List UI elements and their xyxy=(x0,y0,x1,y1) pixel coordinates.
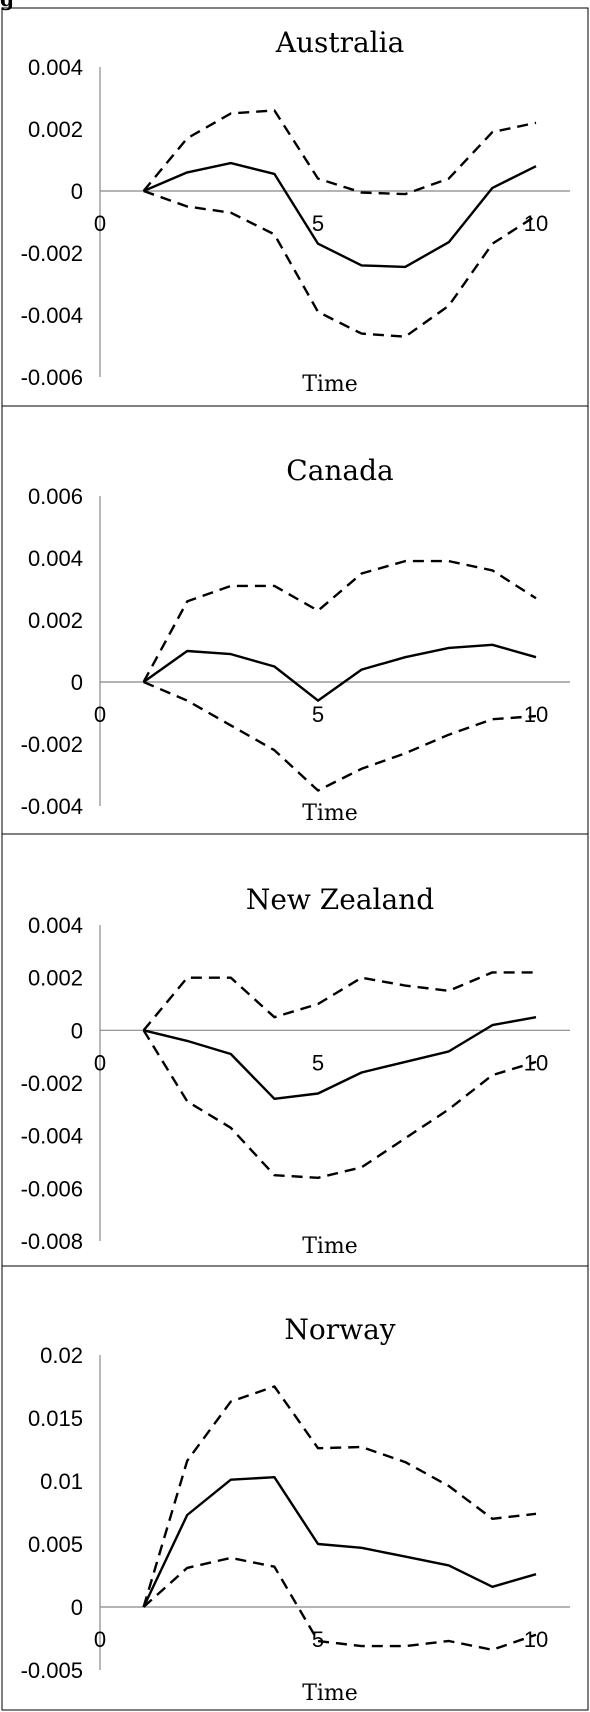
panel-title: Canada xyxy=(286,454,393,487)
y-tick-label: -0.005 xyxy=(21,1658,83,1683)
x-tick-label: 10 xyxy=(524,1627,548,1652)
chart-panel-canada: Canada 0.006 0.004 0.002 0 -0.002 -0.004 0 5 10 Ti… xyxy=(1,405,589,835)
panel-border xyxy=(1,1265,589,1711)
y-tick-label: 0.002 xyxy=(28,966,83,991)
y-tick-label: 0.006 xyxy=(28,484,83,509)
y-tick-label: 0.02 xyxy=(40,1343,83,1368)
confidence-band-line-2 xyxy=(143,189,537,338)
x-tick-label: 0 xyxy=(94,1627,106,1652)
confidence-band-line-2 xyxy=(142,1556,537,1652)
x-tick-label: 0 xyxy=(94,702,106,727)
y-tick-label: 0 xyxy=(71,670,83,695)
confidence-band-line-1 xyxy=(142,971,536,1032)
panel-title: Australia xyxy=(275,26,405,59)
y-tick-label: 0.015 xyxy=(28,1406,83,1431)
chart-panels: Australia 0.004 0.002 0 -0.002 -0.004 -0.006 0 5… xyxy=(1,7,589,1711)
x-axis-title: Time xyxy=(302,372,358,397)
chart-panel-new-zealand: New Zealand 0.004 0.002 0 -0.002 -0.004 -0.006… xyxy=(1,833,589,1267)
response-line xyxy=(143,161,537,269)
confidence-band-line-1 xyxy=(142,559,537,683)
confidence-band-line-2 xyxy=(142,1029,537,1180)
y-tick-label: 0.004 xyxy=(28,55,83,80)
x-tick-label: 10 xyxy=(524,211,548,236)
x-tick-label: 0 xyxy=(94,1050,106,1075)
y-tick-label: -0.004 xyxy=(21,1124,83,1149)
confidence-band-line-1 xyxy=(142,1385,537,1608)
y-tick-label: -0.002 xyxy=(21,241,83,266)
y-tick-label: -0.008 xyxy=(21,1229,83,1254)
y-tick-label: 0 xyxy=(71,179,83,204)
y-tick-label: 0.01 xyxy=(40,1469,83,1494)
y-tick-label: 0 xyxy=(71,1018,83,1043)
y-tick-label: 0.005 xyxy=(28,1532,83,1557)
panel-title: New Zealand xyxy=(246,883,434,916)
y-tick-label: 0.002 xyxy=(28,117,83,142)
response-line xyxy=(143,1016,537,1101)
response-line xyxy=(142,643,537,702)
response-line xyxy=(142,1475,537,1608)
confidence-band-line-2 xyxy=(143,680,537,792)
chart-panel-australia: Australia 0.004 0.002 0 -0.002 -0.004 -0.006 0 5… xyxy=(1,7,589,407)
y-tick-label: -0.004 xyxy=(21,303,83,328)
y-tick-label: -0.002 xyxy=(21,1071,83,1096)
x-axis-title: Time xyxy=(302,801,358,826)
x-axis-title: Time xyxy=(302,1681,358,1706)
y-tick-label: -0.004 xyxy=(21,794,83,819)
x-tick-label: 10 xyxy=(524,702,548,727)
y-tick-label: 0.004 xyxy=(28,913,83,938)
y-tick-label: 0.002 xyxy=(28,608,83,633)
y-tick-label: -0.002 xyxy=(21,732,83,757)
x-axis-title: Time xyxy=(302,1234,358,1259)
y-tick-label: -0.006 xyxy=(21,365,83,390)
x-tick-label: 5 xyxy=(312,1050,324,1075)
y-tick-label: 0.004 xyxy=(28,546,83,571)
x-tick-label: 5 xyxy=(312,1627,324,1652)
panel-title: Norway xyxy=(284,1313,395,1346)
figure-label: g xyxy=(0,0,14,11)
x-tick-label: 0 xyxy=(94,211,106,236)
x-tick-label: 5 xyxy=(312,702,324,727)
y-tick-label: 0 xyxy=(71,1595,83,1620)
chart-panel-norway: Norway 0.02 0.015 0.01 0.005 0 -0.005 0 5 10 Time xyxy=(1,1265,589,1711)
x-tick-label: 5 xyxy=(312,211,324,236)
y-tick-label: -0.006 xyxy=(21,1176,83,1201)
confidence-band-line-1 xyxy=(142,109,537,196)
